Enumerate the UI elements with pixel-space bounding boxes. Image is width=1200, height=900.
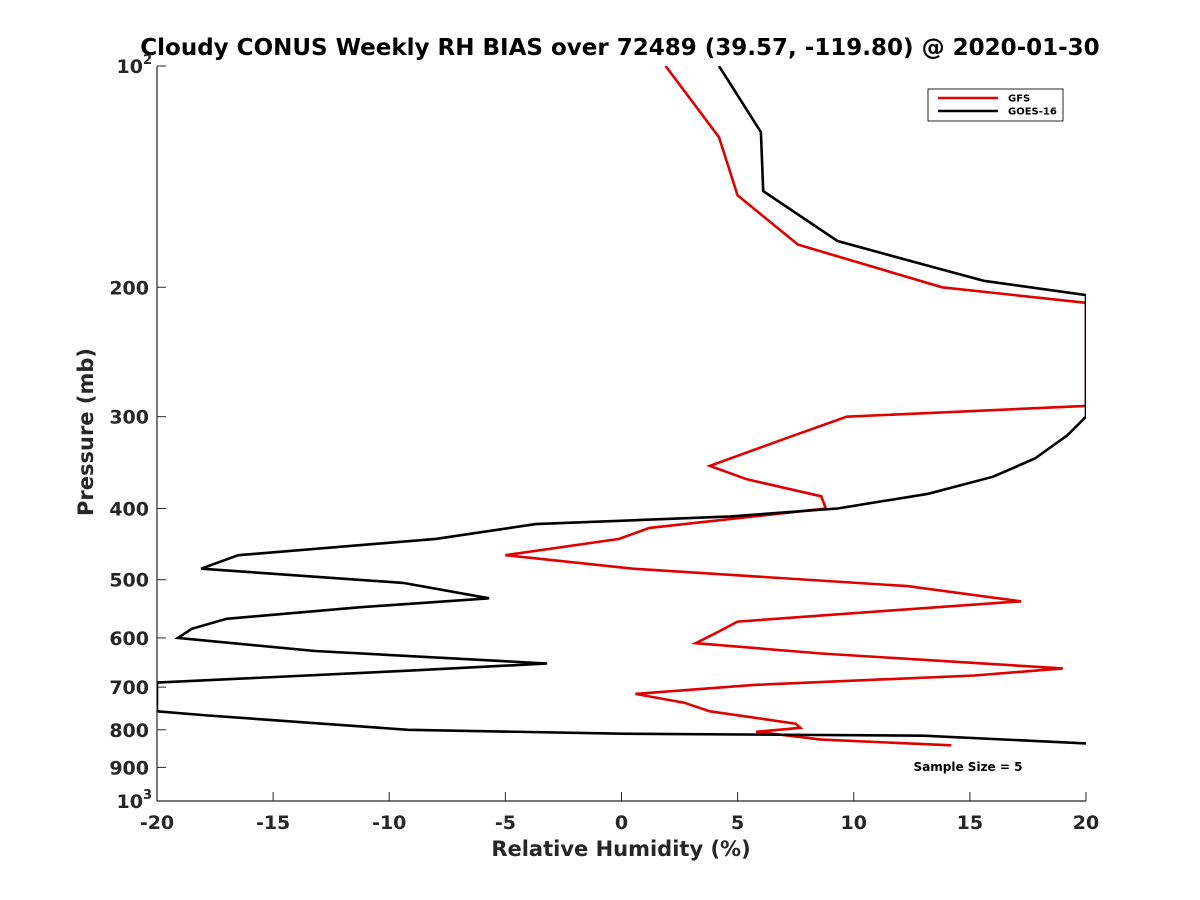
y-tick-label: 102 (117, 53, 153, 78)
legend-label: GFS (1008, 94, 1030, 105)
x-tick-label: 10 (841, 812, 867, 834)
x-tick-label: -20 (140, 812, 174, 834)
y-tick-label: 600 (109, 628, 149, 650)
x-tick-label: 20 (1073, 812, 1099, 834)
series-lines (157, 66, 1086, 747)
y-tick-label: 200 (109, 277, 149, 299)
legend: GFS GOES-16 (927, 88, 1064, 122)
x-tick-label: -15 (256, 812, 290, 834)
axes (156, 65, 1087, 802)
x-tick-label: -10 (372, 812, 406, 834)
y-tick-label: 700 (109, 677, 149, 699)
x-axis-label: Relative Humidity (%) (491, 837, 750, 861)
x-tick-label: -5 (495, 812, 516, 834)
x-tick-label: 5 (731, 812, 744, 834)
legend-box (927, 88, 1064, 122)
y-tick-label: 300 (109, 407, 149, 429)
sample-size-annotation: Sample Size = 5 (914, 760, 1023, 774)
y-tick-label: 900 (109, 757, 149, 779)
x-tick-label: 0 (615, 812, 628, 834)
chart-title: Cloudy CONUS Weekly RH BIAS over 72489 (… (140, 35, 1099, 61)
y-tick-label: 400 (109, 499, 149, 521)
y-tick-label: 103 (117, 788, 153, 813)
series-line-goes-16 (157, 66, 1086, 745)
tick-labels: -20 -15 -10 -5 0 5 10 15 20 102 200 300 400 500 600 700… (109, 53, 1099, 834)
y-tick-label: 500 (109, 570, 149, 592)
y-tick-label: 800 (109, 720, 149, 742)
series-line-gfs (505, 66, 1086, 747)
y-axis-label: Pressure (mb) (74, 348, 98, 516)
legend-label: GOES-16 (1008, 107, 1057, 118)
x-tick-label: 15 (957, 812, 983, 834)
